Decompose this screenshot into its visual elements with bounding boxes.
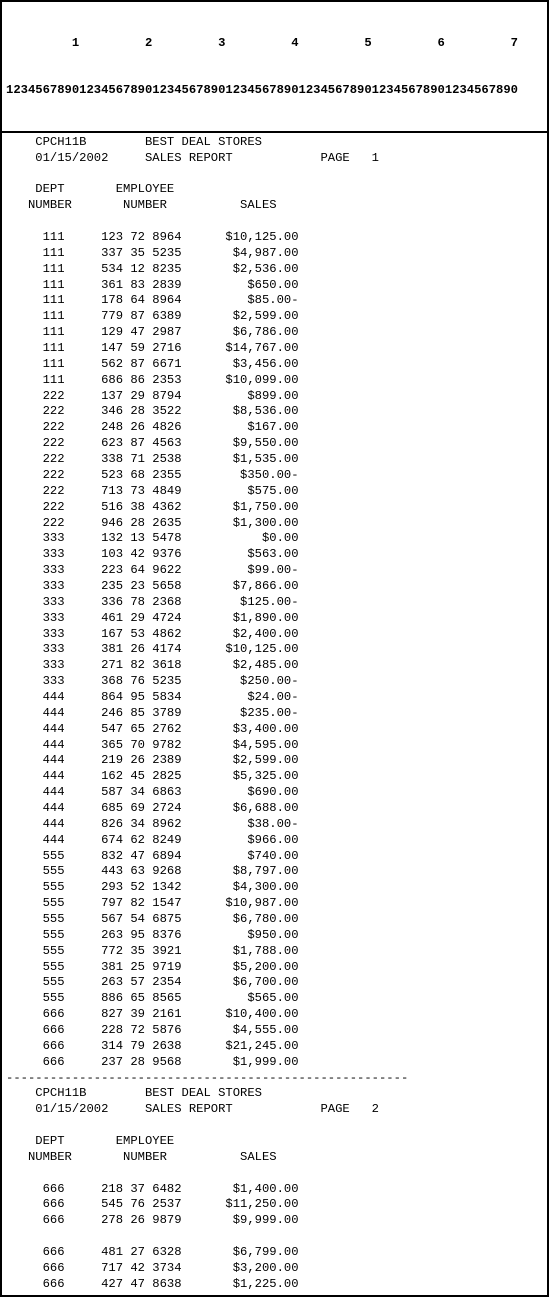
- data-row: 222 248 26 4826 $167.00: [6, 420, 547, 436]
- data-row: 222 623 87 4563 $9,550.00: [6, 436, 547, 452]
- blank-line: [6, 1118, 547, 1134]
- ruler-units: 1234567890123456789012345678901234567890…: [6, 83, 547, 99]
- data-row: 111 686 86 2353 $10,099.00: [6, 373, 547, 389]
- data-row: 222 523 68 2355 $350.00-: [6, 468, 547, 484]
- data-row: 111 129 47 2987 $6,786.00: [6, 325, 547, 341]
- data-row: 444 219 26 2389 $2,599.00: [6, 753, 547, 769]
- data-row: 555 443 63 9268 $8,797.00: [6, 864, 547, 880]
- data-row: 111 178 64 8964 $85.00-: [6, 293, 547, 309]
- blank-line: [6, 214, 547, 230]
- data-row: 111 361 83 2839 $650.00: [6, 278, 547, 294]
- data-row: 111 779 87 6389 $2,599.00: [6, 309, 547, 325]
- data-row: 333 368 76 5235 $250.00-: [6, 674, 547, 690]
- data-row: 333 381 26 4174 $10,125.00: [6, 642, 547, 658]
- data-row: 333 235 23 5658 $7,866.00: [6, 579, 547, 595]
- data-row: 333 103 42 9376 $563.00: [6, 547, 547, 563]
- report-body: CPCH11B BEST DEAL STORES 01/15/2002 SALE…: [2, 133, 547, 1295]
- report-frame: 1 2 3 4 5 6 7 12345678901234567890123456…: [0, 0, 549, 1297]
- data-row: 444 674 62 8249 $966.00: [6, 833, 547, 849]
- data-row: 444 162 45 2825 $5,325.00: [6, 769, 547, 785]
- col-header-1: DEPT EMPLOYEE: [6, 1134, 547, 1150]
- blank-line: [6, 1229, 547, 1245]
- data-row: 333 336 78 2368 $125.00-: [6, 595, 547, 611]
- data-row: 444 365 70 9782 $4,595.00: [6, 738, 547, 754]
- data-row: 555 263 95 8376 $950.00: [6, 928, 547, 944]
- data-row: 666 237 28 9568 $1,999.00: [6, 1055, 547, 1071]
- data-row: 666 218 37 6482 $1,400.00: [6, 1182, 547, 1198]
- data-row: 444 685 69 2724 $6,688.00: [6, 801, 547, 817]
- data-row: 444 587 34 6863 $690.00: [6, 785, 547, 801]
- data-row: 555 567 54 6875 $6,780.00: [6, 912, 547, 928]
- data-row: 111 123 72 8964 $10,125.00: [6, 230, 547, 246]
- data-row: 666 314 79 2638 $21,245.00: [6, 1039, 547, 1055]
- data-row: 555 263 57 2354 $6,700.00: [6, 975, 547, 991]
- data-row: 111 337 35 5235 $4,987.00: [6, 246, 547, 262]
- col-header-2: NUMBER NUMBER SALES: [6, 1150, 547, 1166]
- data-row: 555 832 47 6894 $740.00: [6, 849, 547, 865]
- header-line-1: CPCH11B BEST DEAL STORES: [6, 1086, 547, 1102]
- data-row: 111 147 59 2716 $14,767.00: [6, 341, 547, 357]
- column-ruler: 1 2 3 4 5 6 7 12345678901234567890123456…: [2, 2, 547, 133]
- col-header-2: NUMBER NUMBER SALES: [6, 198, 547, 214]
- data-row: 555 886 65 8565 $565.00: [6, 991, 547, 1007]
- data-row: 666 717 42 3734 $3,200.00: [6, 1261, 547, 1277]
- data-row: 222 346 28 3522 $8,536.00: [6, 404, 547, 420]
- data-row: 666 427 47 8638 $1,225.00: [6, 1277, 547, 1293]
- data-row: 111 534 12 8235 $2,536.00: [6, 262, 547, 278]
- blank-line: [6, 1166, 547, 1182]
- data-row: 444 246 85 3789 $235.00-: [6, 706, 547, 722]
- data-row: 555 797 82 1547 $10,987.00: [6, 896, 547, 912]
- data-row: 444 547 65 2762 $3,400.00: [6, 722, 547, 738]
- data-row: 444 864 95 5834 $24.00-: [6, 690, 547, 706]
- data-row: 666 545 76 2537 $11,250.00: [6, 1197, 547, 1213]
- data-row: 666 827 39 2161 $10,400.00: [6, 1007, 547, 1023]
- blank-line: [6, 167, 547, 183]
- data-row: 222 516 38 4362 $1,750.00: [6, 500, 547, 516]
- header-line-2: 01/15/2002 SALES REPORT PAGE 1: [6, 151, 547, 167]
- data-row: 555 381 25 9719 $5,200.00: [6, 960, 547, 976]
- data-row: 111 562 87 6671 $3,456.00: [6, 357, 547, 373]
- data-row: 222 137 29 8794 $899.00: [6, 389, 547, 405]
- data-row: 333 271 82 3618 $2,485.00: [6, 658, 547, 674]
- data-row: 444 826 34 8962 $38.00-: [6, 817, 547, 833]
- data-row: 555 293 52 1342 $4,300.00: [6, 880, 547, 896]
- data-row: 222 338 71 2538 $1,535.00: [6, 452, 547, 468]
- page-break: ----------------------------------------…: [6, 1071, 547, 1087]
- data-row: 666 278 26 9879 $9,999.00: [6, 1213, 547, 1229]
- header-line-2: 01/15/2002 SALES REPORT PAGE 2: [6, 1102, 547, 1118]
- data-row: 222 946 28 2635 $1,300.00: [6, 516, 547, 532]
- col-header-1: DEPT EMPLOYEE: [6, 182, 547, 198]
- ruler-tens: 1 2 3 4 5 6 7: [6, 36, 547, 52]
- data-row: 333 223 64 9622 $99.00-: [6, 563, 547, 579]
- data-row: 222 713 73 4849 $575.00: [6, 484, 547, 500]
- data-row: 666 481 27 6328 $6,799.00: [6, 1245, 547, 1261]
- data-row: 555 772 35 3921 $1,788.00: [6, 944, 547, 960]
- data-row: 333 461 29 4724 $1,890.00: [6, 611, 547, 627]
- data-row: 333 167 53 4862 $2,400.00: [6, 627, 547, 643]
- data-row: 333 132 13 5478 $0.00: [6, 531, 547, 547]
- data-row: 666 228 72 5876 $4,555.00: [6, 1023, 547, 1039]
- header-line-1: CPCH11B BEST DEAL STORES: [6, 135, 547, 151]
